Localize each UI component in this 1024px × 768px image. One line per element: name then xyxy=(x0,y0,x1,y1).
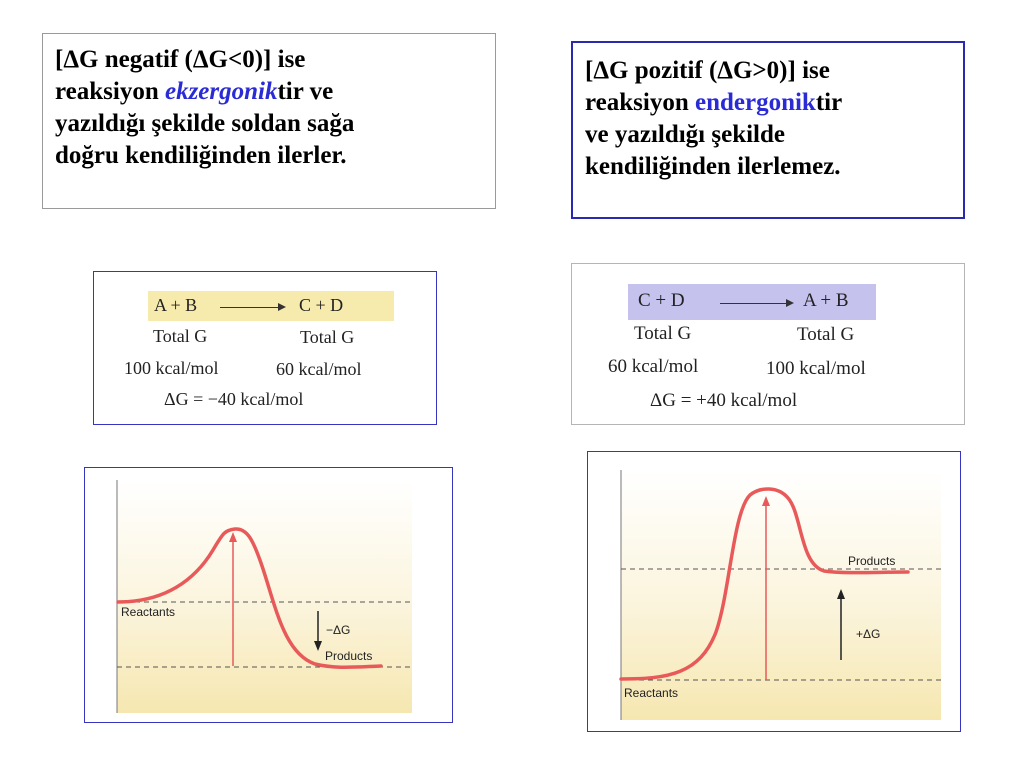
endergonic-energy-curve xyxy=(619,487,910,681)
exergonic-description: [ΔG negatif (ΔG<0)] ise reaksiyon ekzerg… xyxy=(42,33,496,209)
endergonic-reactants: C + D xyxy=(638,290,685,311)
exergonic-line-1: [ΔG negatif (ΔG<0)] ise xyxy=(55,46,306,73)
exergonic-activation-arrowhead xyxy=(229,532,237,542)
exergonic-left-value: 100 kcal/mol xyxy=(124,358,219,378)
endergonic-description: [ΔG pozitif (ΔG>0)] ise reaksiyon enderg… xyxy=(571,41,965,219)
endergonic-left-total-label: Total G xyxy=(634,323,692,344)
endergonic-activation-arrowhead xyxy=(762,496,770,506)
endergonic-line-2-suffix: tir xyxy=(815,89,843,116)
exergonic-delta-g: ΔG = −40 kcal/mol xyxy=(164,389,304,409)
endergonic-energy-diagram: Products +ΔG Reactants xyxy=(587,451,961,732)
endergonic-line-2: reaksiyon endergoniktir xyxy=(585,87,951,119)
exergonic-right-total-label: Total G xyxy=(300,327,355,347)
endergonic-plot-area xyxy=(621,470,941,720)
exergonic-left-total-label: Total G xyxy=(153,326,208,346)
exergonic-line-4: doğru kendiliğinden ilerler. xyxy=(55,142,347,169)
endergonic-right-total-label: Total G xyxy=(797,324,855,345)
endergonic-delta-g: ΔG = +40 kcal/mol xyxy=(650,390,798,411)
endergonic-reaction-arrow xyxy=(720,299,794,307)
endergonic-diagram-svg: Products +ΔG Reactants xyxy=(619,470,941,720)
exergonic-line-3: yazıldığı şekilde soldan sağa xyxy=(55,110,355,137)
endergonic-line-3: ve yazıldığı şekilde xyxy=(585,121,785,148)
endergonic-equation-panel: C + D A + B Total G Total G 60 kcal/mol … xyxy=(571,263,965,425)
endergonic-left-value: 60 kcal/mol xyxy=(608,356,699,377)
exergonic-equation-highlight xyxy=(148,291,394,321)
endergonic-delta-label: +ΔG xyxy=(856,627,880,641)
exergonic-line-2-prefix: reaksiyon xyxy=(55,78,165,105)
exergonic-reactants-label: Reactants xyxy=(121,605,175,619)
endergonic-equation-highlight xyxy=(628,284,876,320)
endergonic-products: A + B xyxy=(803,290,849,311)
endergonic-line-1: [ΔG pozitif (ΔG>0)] ise xyxy=(585,57,830,84)
exergonic-plot-area xyxy=(117,480,412,713)
endergonic-line-4: kendiliğinden ilerlemez. xyxy=(585,153,841,180)
endergonic-delta-arrowhead xyxy=(837,589,845,599)
endergonic-line-2-prefix: reaksiyon xyxy=(585,89,695,116)
exergonic-delta-arrowhead xyxy=(314,641,322,651)
exergonic-delta-label: −ΔG xyxy=(326,623,350,637)
endergonic-reactants-label: Reactants xyxy=(624,686,678,700)
exergonic-line-2: reaksiyon ekzergoniktir ve xyxy=(55,76,483,108)
endergonic-right-value: 100 kcal/mol xyxy=(766,358,866,379)
exergonic-equation-panel: A + B C + D Total G Total G 100 kcal/mol… xyxy=(93,271,437,425)
exergonic-diagram-svg: Reactants −ΔG Products xyxy=(116,480,412,713)
exergonic-reaction-arrow xyxy=(220,303,286,311)
exergonic-line-2-suffix: tir ve xyxy=(277,78,334,105)
exergonic-products: C + D xyxy=(299,295,344,315)
exergonic-energy-diagram: Reactants −ΔG Products xyxy=(84,467,453,723)
exergonic-reactants: A + B xyxy=(154,295,198,315)
exergonic-keyword: ekzergonik xyxy=(164,78,278,105)
endergonic-keyword: endergonik xyxy=(694,89,816,116)
exergonic-right-value: 60 kcal/mol xyxy=(276,359,362,379)
endergonic-products-label: Products xyxy=(848,554,895,568)
exergonic-products-label: Products xyxy=(325,649,372,663)
exergonic-energy-curve xyxy=(116,527,383,669)
